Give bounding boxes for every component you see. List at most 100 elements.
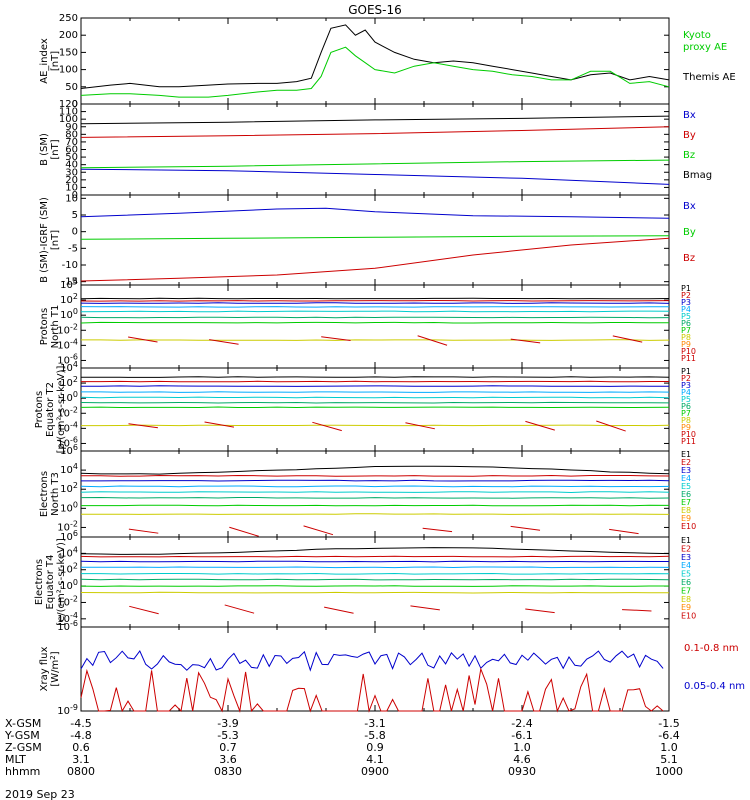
panel-3-ytick-label: 10-4 — [57, 337, 78, 351]
panel-5-channel-2-line — [80, 474, 670, 477]
footer-value: 1000 — [655, 765, 683, 778]
legend-kyoto-proxy-ae: Kyoto — [683, 30, 711, 41]
panel-0-ytick-label: 50 — [65, 82, 78, 93]
series-bz-line — [80, 159, 670, 169]
legend-p3: P3 — [681, 381, 691, 390]
panel-3-ylabel-0: Protons — [39, 308, 50, 345]
plot-title: GOES-16 — [348, 3, 402, 17]
footer-label-y-gsm: Y-GSM — [4, 729, 40, 742]
footer-value: 4.6 — [513, 753, 531, 766]
legend-p9: P9 — [681, 423, 691, 432]
footer-label-hhmm: hhmm — [5, 765, 40, 778]
footer-label-mlt: MLT — [5, 753, 26, 766]
legend-e9: E9 — [681, 514, 691, 523]
series-by-line — [80, 235, 670, 240]
panel-5-channel-6-line — [80, 496, 670, 499]
panel-3-channel-5-line — [80, 310, 670, 313]
panel-6-channel-8-line — [80, 591, 670, 594]
series-bmag-line — [80, 115, 670, 125]
legend-p5: P5 — [681, 312, 691, 321]
panel-0-frame — [80, 17, 670, 105]
panel-6-ytick-label: 10-2 — [57, 594, 78, 608]
panel-6-channel-2-line — [80, 555, 670, 558]
panel-2-ylabel-1: [nT] — [50, 230, 61, 250]
legend-p9: P9 — [681, 340, 691, 349]
panel-4-ylabel-0: Protons — [34, 391, 45, 428]
footer-value: 4.1 — [366, 753, 384, 766]
legend-p8: P8 — [681, 416, 691, 425]
footer-value: 5.1 — [660, 753, 678, 766]
legend-p4: P4 — [681, 388, 691, 397]
legend-xray-1: 0.05-0.4 nm — [684, 681, 745, 692]
legend-p7: P7 — [681, 326, 691, 335]
footer-value: -4.8 — [70, 729, 91, 742]
series-themis-ae-line — [80, 24, 670, 89]
panel-5-channel-1-line — [80, 465, 670, 475]
panel-4-sparse-segment — [596, 420, 626, 432]
legend-p2: P2 — [681, 291, 691, 300]
legend-e4: E4 — [681, 474, 691, 483]
panel-5-ylabel-1: North T3 — [50, 472, 61, 516]
panel-4-ytick-label: 104 — [60, 360, 78, 374]
footer-value: -5.8 — [364, 729, 385, 742]
panel-1-ytick-label: 70 — [65, 137, 78, 148]
panel-5-ytick-label: 104 — [60, 462, 78, 476]
footer-value: 1.0 — [513, 741, 531, 754]
panel-0-ylabel-1: [nT] — [50, 51, 61, 71]
legend-p1: P1 — [681, 367, 691, 376]
panel-0-ytick-label: 0 — [72, 99, 78, 110]
series-bx-line — [80, 207, 670, 219]
footer-label-z-gsm: Z-GSM — [5, 741, 42, 754]
legend-p11: P11 — [681, 354, 696, 363]
legend-e1: E1 — [681, 450, 691, 459]
footer-value: 0900 — [361, 765, 389, 778]
panel-2: -15 -10 -5 0 5 10 B (SM)-IGRF (SM) [nT] Bx By Bz — [39, 193, 696, 287]
footer-value: -6.4 — [658, 729, 679, 742]
legend-p8: P8 — [681, 333, 691, 342]
legend-e6: E6 — [681, 490, 691, 499]
legend-themis-ae: Themis AE — [682, 72, 736, 83]
legend-e10: E10 — [681, 522, 696, 531]
panel-3-ytick-label: 100 — [60, 307, 78, 321]
panel-7: 10-6 10-9 Xray flux [W/m2] 0.1-0.8 nm 0.05-0.… — [39, 619, 745, 717]
legend-p5: P5 — [681, 395, 691, 404]
panel-6-ytick-label: 104 — [60, 545, 78, 559]
panel-6-channel-7-line — [80, 585, 669, 587]
panel-1-ytick-label: 100 — [59, 114, 78, 125]
panel-6-ytick-label: 10-4 — [57, 611, 78, 625]
legend-e7: E7 — [681, 586, 691, 595]
legend-p10: P10 — [681, 430, 696, 439]
panel-5-channel-4-line — [80, 485, 670, 488]
panel-1-ytick-label: 10 — [65, 182, 78, 193]
footer-value: 3.6 — [219, 753, 237, 766]
panel-4-sparse-segment — [405, 422, 435, 430]
panel-0-ytick-label: 150 — [59, 47, 78, 58]
panel-3-sparse-segment — [612, 335, 643, 343]
legend-kyoto-proxy-ae: proxy AE — [683, 42, 727, 53]
legend-p4: P4 — [681, 305, 691, 314]
xray-long-line — [80, 650, 664, 672]
panel-4-ytick-label: 100 — [60, 390, 78, 404]
footer-ephemeris: X-GSM -4.5 -3.9 -3.1 -2.4 -1.5 Y-GSM -4.8 -5.3 -5… — [4, 717, 683, 778]
panel-0-ytick-label: 250 — [59, 13, 78, 24]
series-bz-line — [80, 237, 670, 282]
legend-e2: E2 — [681, 544, 691, 553]
panel-1-ytick-label: 60 — [65, 145, 78, 156]
legend-e8: E8 — [681, 506, 691, 515]
panel-7-ylabel-0: Xray flux — [39, 647, 50, 692]
footer-value: 1.0 — [660, 741, 678, 754]
panel-5-frame — [80, 450, 670, 538]
panel-6-ytick-label: 102 — [60, 562, 78, 576]
series-bx-line — [80, 168, 670, 185]
panel-4-channel-6-line — [80, 401, 670, 404]
panel-3-frame — [80, 284, 670, 369]
legend-e7: E7 — [681, 498, 691, 507]
legend-e3: E3 — [681, 553, 691, 562]
legend-p6: P6 — [681, 402, 691, 411]
legend-bz: Bz — [683, 253, 695, 264]
